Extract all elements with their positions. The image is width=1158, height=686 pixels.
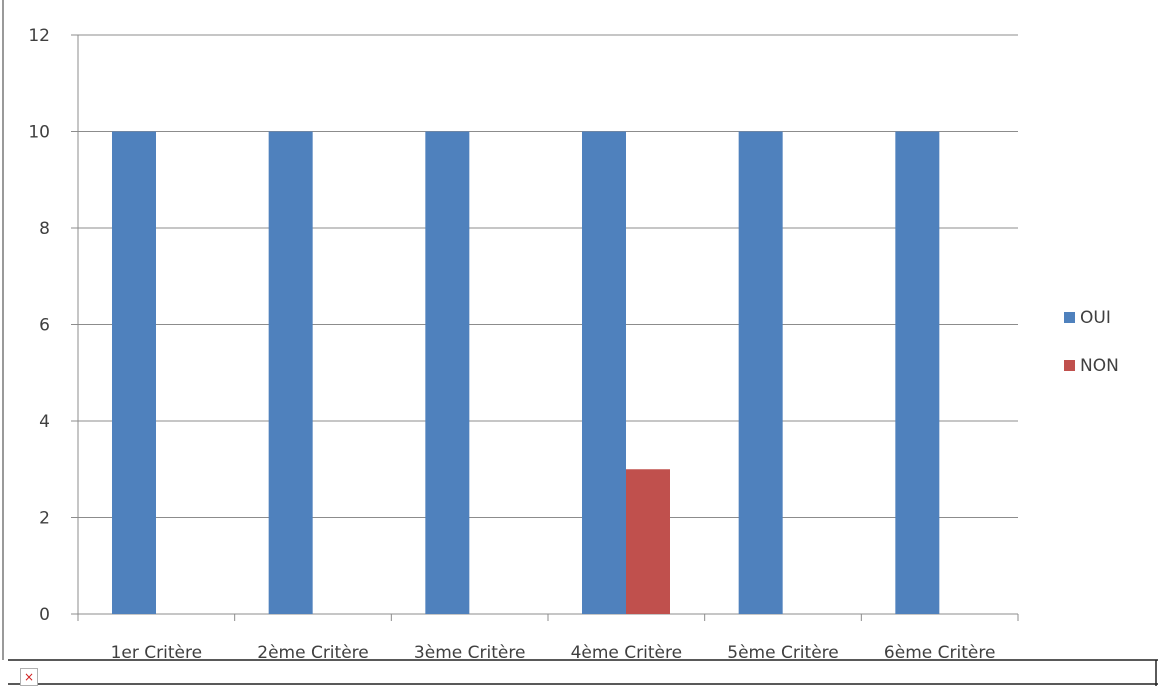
legend-label-oui: OUI xyxy=(1080,308,1111,328)
y-tick-label: 0 xyxy=(39,605,50,625)
legend-label-non: NON xyxy=(1080,356,1119,376)
y-tick-label: 8 xyxy=(39,219,50,239)
y-tick-label: 2 xyxy=(39,509,50,529)
x-category-label: 2ème Critère xyxy=(257,643,368,663)
bars xyxy=(112,131,940,614)
x-category-label: 3ème Critère xyxy=(414,643,525,663)
broken-image-icon: × xyxy=(20,668,38,686)
x-category-label: 4ème Critère xyxy=(571,643,682,663)
legend-swatch-oui xyxy=(1064,312,1075,323)
bar-oui xyxy=(895,131,940,614)
bar-oui xyxy=(582,131,626,614)
legend-swatch-non xyxy=(1064,360,1075,371)
axis-labels: 0 2 4 6 8 10 12 1er Critère 2ème Critère 3ème Cri… xyxy=(28,26,995,663)
bar-non xyxy=(626,469,670,614)
gridlines xyxy=(78,34,1018,518)
bar-oui xyxy=(425,131,470,614)
x-category-label: 1er Critère xyxy=(111,643,202,663)
y-tick-label: 12 xyxy=(28,26,50,46)
y-tick-label: 4 xyxy=(39,412,50,432)
bar-oui xyxy=(112,131,156,614)
x-category-label: 6ème Critère xyxy=(884,643,995,663)
bar-oui xyxy=(738,131,783,614)
y-tick-label: 6 xyxy=(39,316,50,336)
x-category-label: 5ème Critère xyxy=(727,643,838,663)
y-tick-label: 10 xyxy=(28,123,50,143)
bar-oui xyxy=(268,131,313,614)
legend: OUI NON xyxy=(1064,308,1119,376)
axes xyxy=(71,34,1019,621)
